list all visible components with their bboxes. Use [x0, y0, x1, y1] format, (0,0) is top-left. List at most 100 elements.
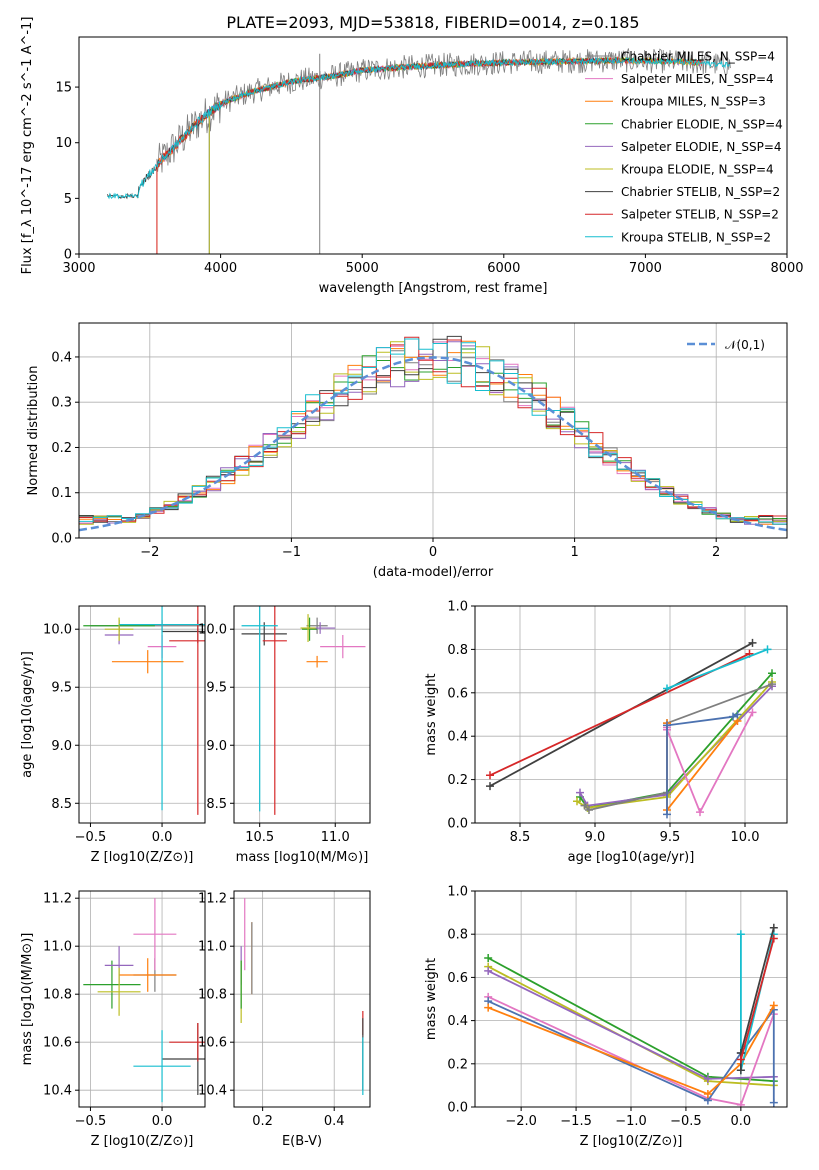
x-tick-label: 9.0 — [585, 830, 606, 845]
x-tick-label: 9.5 — [660, 830, 681, 845]
y-tick-label: 0.6 — [447, 971, 468, 986]
point-marker — [703, 1090, 712, 1099]
error-bar-chabrier-elodie — [83, 960, 141, 1009]
legend-label: Chabrier MILES, N_SSP=4 — [621, 50, 775, 64]
point-marker — [486, 771, 494, 780]
y-tick-label: 1.0 — [447, 885, 468, 900]
y-tick-label: 0.8 — [447, 643, 468, 658]
legend-label: Chabrier ELODIE, N_SSP=4 — [621, 117, 783, 131]
point-marker — [736, 1066, 745, 1075]
series-line — [583, 683, 773, 811]
spectrum-chabrier-elodie — [208, 56, 703, 254]
x-tick-label: −1.5 — [560, 1114, 592, 1129]
histogram-kroupa-stelib — [79, 338, 787, 525]
axes-frame — [78, 322, 788, 539]
series-blue — [663, 710, 742, 819]
plot-area — [486, 638, 776, 819]
point-marker — [663, 810, 671, 819]
legend-label: Salpeter MILES, N_SSP=4 — [621, 72, 774, 86]
x-tick-label: −2 — [140, 545, 159, 560]
y-tick-label: 10 — [55, 136, 72, 151]
point-marker — [576, 788, 584, 797]
y-tick-label: 10.4 — [198, 1084, 227, 1099]
panel-weight_vs_age: 8.5 9.0 9.5 10.0 0.0 0.2 0.4 0.6 0.8 1.0 age [log1… — [424, 600, 788, 865]
point-marker — [663, 721, 671, 730]
series-kroupa-miles — [663, 717, 742, 814]
y-tick-label: 10.6 — [43, 1036, 72, 1051]
panel-mass_vs_ebv: 0.2 0.4 10.4 10.6 10.8 11.0 11.2 E(B-V) — [198, 890, 371, 1149]
series-line — [666, 648, 768, 690]
error-bar-kroupa-stelib — [119, 606, 205, 811]
series-line — [666, 720, 739, 813]
x-tick-label: 2 — [712, 545, 720, 560]
legend-label: Kroupa STELIB, N_SSP=2 — [621, 230, 771, 244]
y-tick-label: 11.2 — [198, 892, 227, 907]
axes-frame — [233, 605, 371, 824]
panel-spectrum: 3000 4000 5000 6000 7000 8000 0 5 10 15 wavelength… — [20, 17, 804, 296]
spectrum-salpeter-miles — [156, 56, 617, 254]
y-tick-label: 9.0 — [206, 739, 227, 754]
y-tick-label: 0.1 — [51, 486, 72, 501]
x-tick-label: 1 — [570, 545, 578, 560]
y-tick-label: 10.8 — [198, 988, 227, 1003]
y-tick-label: 11.0 — [198, 940, 227, 955]
x-tick-label: 4000 — [204, 261, 237, 276]
error-bar-kroupa-miles — [306, 655, 328, 668]
y-tick-label: 10.0 — [43, 623, 72, 638]
point-marker — [769, 1098, 778, 1107]
x-tick-label: −1.0 — [615, 1114, 647, 1129]
series-salpeter-stelib — [736, 934, 778, 1064]
x-tick-label: 0.2 — [252, 1114, 273, 1129]
error-bar-kroupa-stelib — [241, 606, 278, 812]
y-tick-label: 10.8 — [43, 988, 72, 1003]
series-line — [666, 713, 738, 815]
legend: Chabrier MILES, N_SSP=4 Salpeter MILES, N… — [585, 50, 783, 244]
plot-area — [83, 606, 205, 815]
error-bar-kroupa-elodie — [300, 614, 316, 642]
y-tick-label: 9.5 — [206, 681, 227, 696]
plot-area — [240, 898, 364, 1095]
spectrum-salpeter-elodie — [208, 56, 703, 254]
y-tick-label: 0.8 — [447, 928, 468, 943]
y-tick-label: 9.0 — [51, 739, 72, 754]
point-marker — [736, 1055, 745, 1064]
point-marker — [484, 966, 493, 975]
y-tick-label: 0.2 — [447, 773, 468, 788]
point-marker — [748, 708, 757, 717]
y-tick-label: 8.5 — [51, 797, 72, 812]
point-marker — [768, 669, 776, 678]
error-bar-salpeter-stelib — [169, 606, 205, 815]
axes-frame — [474, 605, 788, 824]
y-axis-label: Flux [f_λ 10^-17 erg cm^-2 s^-1 A^-1] — [20, 17, 35, 275]
x-tick-label: 11.0 — [321, 830, 350, 845]
series-kroupa-stelib — [663, 645, 772, 693]
spectrum-chabrier-stelib — [106, 56, 618, 200]
x-tick-label: −0.5 — [670, 1114, 702, 1129]
x-tick-label: 5000 — [346, 261, 379, 276]
plot-area — [106, 48, 731, 254]
point-marker — [769, 934, 778, 943]
point-marker — [769, 1001, 778, 1010]
x-tick-label: −2.0 — [505, 1114, 537, 1129]
point-marker — [663, 684, 671, 693]
y-tick-label: 0.4 — [51, 350, 72, 365]
x-axis-label: Z [log10(Z/Z⊙)] — [91, 1134, 194, 1149]
y-tick-label: 9.5 — [51, 681, 72, 696]
error-bar-kroupa-miles — [119, 958, 177, 992]
y-tick-label: 0.4 — [447, 730, 468, 745]
error-bar-salpeter-stelib — [262, 606, 287, 815]
x-tick-label: 7000 — [629, 261, 662, 276]
y-tick-label: 0.0 — [447, 1101, 468, 1116]
y-tick-label: 5 — [64, 192, 72, 207]
y-tick-label: 0.0 — [447, 817, 468, 832]
y-tick-label: 15 — [55, 81, 72, 96]
x-axis-label: E(B-V) — [282, 1134, 322, 1149]
y-tick-label: 0.2 — [447, 1057, 468, 1072]
x-tick-label: 10.5 — [245, 830, 274, 845]
axes-frame — [78, 605, 206, 824]
series-kroupa-elodie — [573, 677, 776, 812]
spectrum-kroupa-miles — [156, 56, 702, 254]
y-tick-label: 10.6 — [198, 1036, 227, 1051]
error-bar-kroupa-stelib — [133, 1030, 191, 1103]
